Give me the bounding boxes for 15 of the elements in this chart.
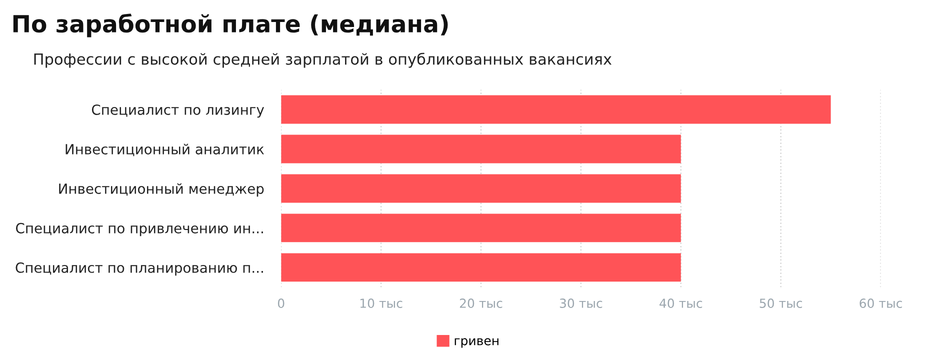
x-tick-label: 40 тыс — [660, 298, 702, 308]
y-tick-label: Инвестиционный менеджер — [59, 183, 264, 197]
x-tick-label: 60 тыс — [860, 298, 902, 308]
chart-title: По заработной плате (медиана) — [13, 14, 448, 38]
y-tick-label: Инвестиционный аналитик — [66, 144, 264, 156]
x-tick-label: 10 тыс — [360, 298, 402, 308]
chart-subtitle: Профессии с высокой средней зарплатой в опубликованных вакансиях — [34, 52, 612, 68]
x-tick-label: 20 тыс — [460, 298, 502, 308]
legend-label: гривен — [454, 338, 498, 348]
y-tick-label: Специалист по привлечению ин... — [16, 222, 263, 236]
y-tick-label: Специалист по планированию п... — [16, 262, 263, 276]
y-tick-label: Специалист по лизингу — [92, 104, 264, 118]
x-tick-label: 30 тыс — [560, 298, 602, 308]
x-tick-label: 50 тыс — [760, 298, 802, 308]
x-tick-label: 0 — [278, 298, 284, 308]
